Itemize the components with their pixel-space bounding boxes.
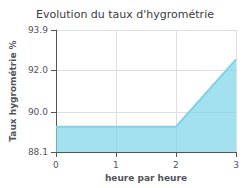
- svg-text:Evolution du taux d'hygrométri: Evolution du taux d'hygrométrie: [36, 8, 214, 21]
- svg-text:2: 2: [173, 160, 179, 170]
- svg-text:1: 1: [113, 160, 119, 170]
- svg-text:93.9: 93.9: [28, 25, 48, 35]
- svg-text:90.0: 90.0: [28, 107, 48, 117]
- svg-text:92.0: 92.0: [28, 65, 48, 75]
- svg-text:0: 0: [53, 160, 59, 170]
- svg-text:heure par heure: heure par heure: [105, 173, 187, 183]
- svg-text:3: 3: [233, 160, 239, 170]
- svg-text:88.1: 88.1: [28, 147, 48, 157]
- svg-text:Taux hygrométrie %: Taux hygrométrie %: [8, 40, 18, 141]
